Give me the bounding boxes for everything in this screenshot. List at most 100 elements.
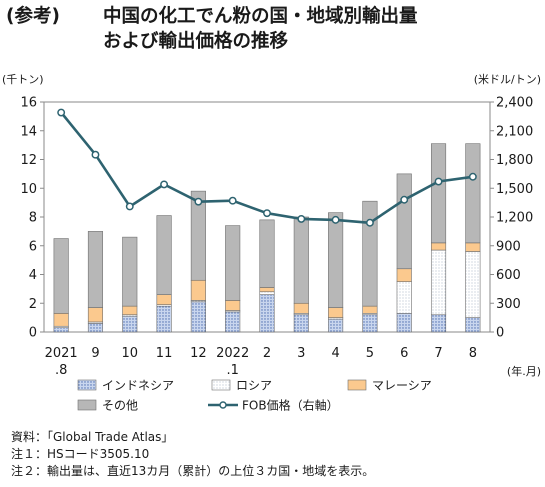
fob-price-point: [263, 209, 271, 218]
x-tick-label: 10: [121, 346, 138, 361]
left-tick-label: 16: [20, 96, 37, 111]
legend-label: ロシア: [236, 379, 272, 393]
chart-notes: 資料：「Global Trade Atlas」 注１：HSコード3505.10 …: [11, 429, 374, 480]
x-tick-label: 2022: [216, 346, 249, 361]
legend-label: FOB価格（右軸）: [242, 398, 339, 413]
bar-segment: [156, 294, 172, 305]
left-tick-label: 6: [29, 239, 37, 254]
fob-price-point: [228, 196, 237, 205]
x-tick-label: 11: [156, 346, 173, 361]
left-tick-label: 0: [29, 326, 37, 341]
note-source: 資料：「Global Trade Atlas」: [11, 430, 174, 444]
legend-swatch: [347, 379, 367, 391]
note-1: 注１：HSコード3505.10: [11, 447, 150, 461]
x-axis-unit: (年.月): [507, 364, 541, 378]
bar-segment: [328, 318, 344, 333]
bar-segment: [293, 302, 309, 314]
bar-segment: [362, 200, 378, 307]
bar-segment: [293, 314, 309, 333]
bar-segment: [122, 305, 138, 316]
x-tick-label: 9: [91, 346, 99, 361]
right-tick-label: 1,500: [496, 182, 533, 197]
bar-segment: [430, 242, 447, 251]
bar-segment: [259, 287, 275, 293]
left-tick-label: 10: [20, 182, 37, 197]
note-2: 注２：輸出量は、直近13カ月（累計）の上位３カ国・地域を表示。: [11, 464, 375, 478]
legend-label: その他: [102, 399, 138, 413]
legend-swatch: [77, 399, 97, 411]
left-tick-label: 12: [20, 153, 37, 168]
x-tick-label: 7: [434, 346, 442, 361]
left-tick-label: 2: [29, 297, 37, 312]
bar-segment: [328, 212, 344, 308]
bar-segment: [225, 225, 241, 301]
fob-price-point: [297, 214, 306, 223]
bar-segment: [430, 143, 447, 244]
x-tick-label: 6: [400, 346, 408, 361]
bar-segment: [87, 323, 104, 333]
bar-segment: [293, 216, 309, 304]
right-tick-label: 900: [496, 239, 521, 254]
right-tick-label: 2,400: [496, 96, 533, 111]
left-axis-unit: (千トン): [2, 73, 44, 86]
fob-price-point: [434, 177, 443, 186]
left-tick-label: 14: [20, 124, 37, 139]
x-tick-label: 3: [297, 346, 305, 361]
legend-label: マレーシア: [372, 379, 432, 393]
bar-segment: [259, 219, 275, 288]
bar-segment: [53, 327, 69, 333]
bar-segment: [362, 305, 378, 314]
title-line-2: および輸出価格の推移: [103, 31, 289, 52]
left-tick-label: 8: [29, 211, 37, 226]
fob-price-point: [57, 108, 66, 117]
bar-segment: [396, 313, 412, 333]
bar-segment: [225, 311, 241, 333]
fob-price-point: [400, 195, 409, 204]
x-tick-label: 8: [469, 346, 477, 361]
left-tick-label: 4: [29, 268, 37, 283]
bar-segment: [465, 251, 481, 318]
x-tick-label: 5: [366, 346, 374, 361]
right-axis-unit: (米ドル/トン): [474, 73, 541, 86]
legend-swatch: [211, 379, 231, 391]
title-line-1: 中国の化工でん粉の国・地域別輸出量: [103, 6, 418, 27]
x-tick-label: .1: [226, 363, 238, 378]
bar-segment: [225, 300, 241, 311]
x-tick-label: 12: [190, 346, 207, 361]
fob-price-point: [365, 218, 374, 227]
legend-label: インドネシア: [102, 379, 174, 393]
bar-segment: [53, 313, 69, 327]
fob-price-point: [331, 215, 340, 224]
chart-title: (参考) 中国の化工でん粉の国・地域別輸出量 および輸出価格の推移: [6, 4, 418, 54]
legend-swatch: [77, 379, 97, 391]
bar-segment: [122, 236, 138, 307]
bar-segment: [156, 305, 172, 333]
bar-segment: [396, 173, 412, 270]
stacked-bar-line-chart: 0 2 4 6 8 10 12 14 16 0 300 600 900 1,200 1,500 1,800 2,…: [2, 73, 541, 413]
legend-swatch-marker: [219, 401, 227, 409]
bar-segment: [87, 231, 104, 308]
fob-price-point: [160, 180, 169, 189]
x-tick-label: 2021: [45, 346, 78, 361]
bar-segment: [190, 190, 206, 281]
x-tick-label: .8: [55, 363, 67, 378]
bar-segment: [328, 307, 344, 318]
bar-segment: [465, 143, 481, 244]
bar-segment: [396, 268, 412, 282]
bar-segment: [362, 314, 378, 333]
bar-segment: [156, 215, 172, 295]
right-tick-label: 1,800: [496, 153, 533, 168]
bar-segment: [396, 281, 412, 314]
title-prefix: (参考): [6, 6, 60, 27]
right-tick-label: 300: [496, 297, 521, 312]
bar-segment: [53, 238, 69, 314]
x-tick-label: 2: [263, 346, 271, 361]
right-tick-label: 1,200: [496, 211, 533, 226]
bar-segment: [190, 301, 206, 333]
bar-segment: [122, 315, 138, 333]
right-tick-label: 2,100: [496, 124, 533, 139]
fob-price-point: [91, 150, 100, 159]
x-tick-label: 4: [331, 346, 339, 361]
right-tick-label: 0: [496, 326, 504, 341]
bar-segment: [87, 307, 104, 323]
